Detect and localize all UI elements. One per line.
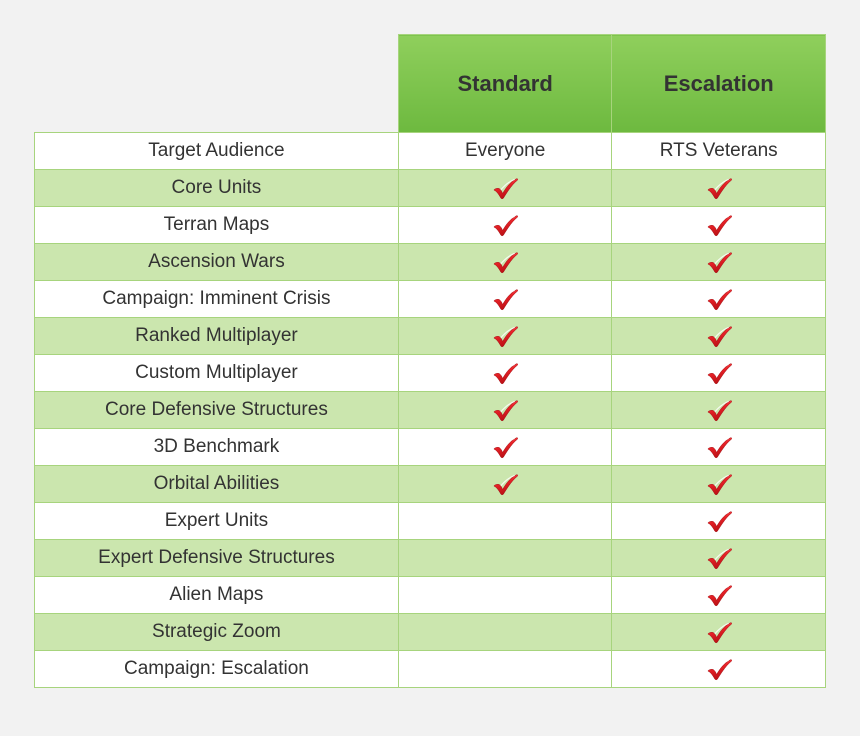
feature-label: Strategic Zoom bbox=[35, 614, 399, 651]
feature-value bbox=[612, 577, 826, 614]
table-row: Ranked Multiplayer bbox=[35, 318, 826, 355]
feature-label: Custom Multiplayer bbox=[35, 355, 399, 392]
check-icon bbox=[705, 473, 733, 494]
feature-value bbox=[398, 651, 612, 688]
check-icon bbox=[491, 251, 519, 272]
check-icon bbox=[491, 436, 519, 457]
feature-value bbox=[612, 281, 826, 318]
feature-label: Campaign: Escalation bbox=[35, 651, 399, 688]
table-row: Core Units bbox=[35, 170, 826, 207]
table-row: Strategic Zoom bbox=[35, 614, 826, 651]
feature-value bbox=[398, 540, 612, 577]
table-row: Custom Multiplayer bbox=[35, 355, 826, 392]
feature-value bbox=[398, 614, 612, 651]
feature-value bbox=[612, 540, 826, 577]
check-icon bbox=[705, 288, 733, 309]
check-icon bbox=[491, 177, 519, 198]
feature-label: Campaign: Imminent Crisis bbox=[35, 281, 399, 318]
feature-value: Everyone bbox=[398, 133, 612, 170]
feature-value: RTS Veterans bbox=[612, 133, 826, 170]
check-icon bbox=[491, 214, 519, 235]
check-icon bbox=[491, 399, 519, 420]
check-icon bbox=[491, 473, 519, 494]
table-row: Expert Units bbox=[35, 503, 826, 540]
table-row: Alien Maps bbox=[35, 577, 826, 614]
check-icon bbox=[705, 362, 733, 383]
check-icon bbox=[705, 251, 733, 272]
feature-value bbox=[612, 614, 826, 651]
table-row: Target AudienceEveryoneRTS Veterans bbox=[35, 133, 826, 170]
feature-value bbox=[612, 651, 826, 688]
check-icon bbox=[705, 325, 733, 346]
feature-value bbox=[398, 207, 612, 244]
feature-label: Terran Maps bbox=[35, 207, 399, 244]
feature-value bbox=[398, 392, 612, 429]
feature-value bbox=[612, 355, 826, 392]
check-icon bbox=[705, 621, 733, 642]
feature-label: Alien Maps bbox=[35, 577, 399, 614]
feature-label: Ranked Multiplayer bbox=[35, 318, 399, 355]
check-icon bbox=[705, 399, 733, 420]
table-row: Expert Defensive Structures bbox=[35, 540, 826, 577]
feature-value bbox=[398, 244, 612, 281]
feature-label: Expert Units bbox=[35, 503, 399, 540]
feature-value bbox=[612, 244, 826, 281]
check-icon bbox=[491, 325, 519, 346]
check-icon bbox=[705, 214, 733, 235]
table-row: Campaign: Escalation bbox=[35, 651, 826, 688]
comparison-table: Standard Escalation Target AudienceEvery… bbox=[34, 34, 826, 688]
feature-label: Target Audience bbox=[35, 133, 399, 170]
feature-label: Orbital Abilities bbox=[35, 466, 399, 503]
feature-value bbox=[398, 577, 612, 614]
feature-value bbox=[398, 281, 612, 318]
check-icon bbox=[705, 584, 733, 605]
feature-value bbox=[398, 170, 612, 207]
table-row: Ascension Wars bbox=[35, 244, 826, 281]
feature-value bbox=[398, 466, 612, 503]
feature-label: Expert Defensive Structures bbox=[35, 540, 399, 577]
header-blank bbox=[35, 35, 399, 133]
table-row: Terran Maps bbox=[35, 207, 826, 244]
check-icon bbox=[705, 436, 733, 457]
check-icon bbox=[705, 177, 733, 198]
feature-value bbox=[612, 318, 826, 355]
feature-value bbox=[612, 429, 826, 466]
feature-value bbox=[398, 318, 612, 355]
feature-label: Core Defensive Structures bbox=[35, 392, 399, 429]
table-row: Campaign: Imminent Crisis bbox=[35, 281, 826, 318]
feature-value bbox=[398, 503, 612, 540]
check-icon bbox=[705, 658, 733, 679]
feature-value bbox=[398, 429, 612, 466]
feature-value bbox=[612, 207, 826, 244]
feature-label: Core Units bbox=[35, 170, 399, 207]
table-row: 3D Benchmark bbox=[35, 429, 826, 466]
table-row: Core Defensive Structures bbox=[35, 392, 826, 429]
check-icon bbox=[491, 362, 519, 383]
check-icon bbox=[705, 547, 733, 568]
header-escalation: Escalation bbox=[612, 35, 826, 133]
header-standard: Standard bbox=[398, 35, 612, 133]
feature-value bbox=[612, 170, 826, 207]
feature-value bbox=[612, 503, 826, 540]
feature-label: Ascension Wars bbox=[35, 244, 399, 281]
feature-label: 3D Benchmark bbox=[35, 429, 399, 466]
check-icon bbox=[705, 510, 733, 531]
check-icon bbox=[491, 288, 519, 309]
table-row: Orbital Abilities bbox=[35, 466, 826, 503]
feature-value bbox=[612, 466, 826, 503]
feature-value bbox=[398, 355, 612, 392]
feature-value bbox=[612, 392, 826, 429]
